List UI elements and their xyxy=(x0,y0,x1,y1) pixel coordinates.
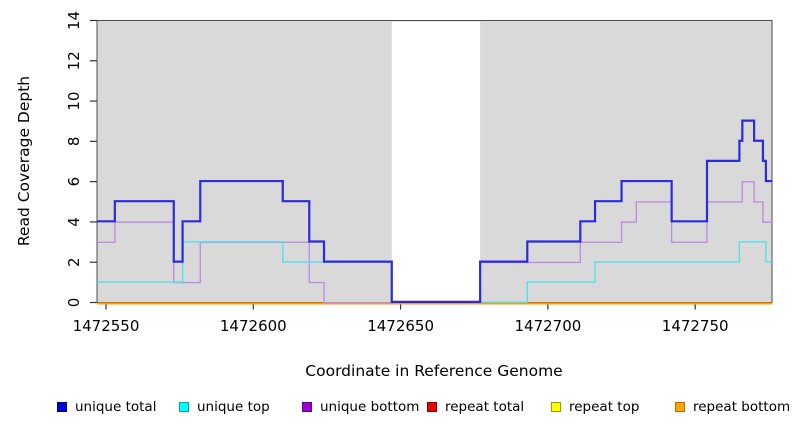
svg-text:1472700: 1472700 xyxy=(514,317,581,335)
legend-item-repeat-bottom: repeat bottom xyxy=(675,399,790,415)
legend-label: repeat total xyxy=(445,399,525,415)
svg-text:14: 14 xyxy=(65,11,83,30)
svg-text:1472750: 1472750 xyxy=(662,317,729,335)
unique-bottom-swatch-icon xyxy=(302,402,312,412)
svg-text:8: 8 xyxy=(65,137,83,147)
svg-text:1472550: 1472550 xyxy=(73,317,140,335)
legend-label: unique total xyxy=(75,399,157,415)
legend-label: unique top xyxy=(197,399,270,415)
svg-text:0: 0 xyxy=(65,298,83,308)
svg-text:1472600: 1472600 xyxy=(220,317,287,335)
legend-item-unique-top: unique top xyxy=(179,399,270,415)
legend-item-unique-bottom: unique bottom xyxy=(302,399,419,415)
y-axis-title: Read Coverage Depth xyxy=(15,76,33,246)
unique-total-swatch-icon xyxy=(57,402,67,412)
legend-label: unique bottom xyxy=(320,399,420,415)
svg-text:10: 10 xyxy=(65,92,83,111)
legend-item-unique-total: unique total xyxy=(57,399,156,415)
svg-text:6: 6 xyxy=(65,177,83,187)
svg-text:2: 2 xyxy=(65,257,83,267)
legend-item-repeat-top: repeat top xyxy=(551,399,639,415)
unique-top-swatch-icon xyxy=(179,402,189,412)
svg-text:1472650: 1472650 xyxy=(367,317,434,335)
repeat-top-swatch-icon xyxy=(551,402,561,412)
repeat-total-swatch-icon xyxy=(427,402,437,412)
x-axis-title: Coordinate in Reference Genome xyxy=(305,362,562,380)
legend-item-repeat-total: repeat total xyxy=(427,399,524,415)
legend-label: repeat top xyxy=(569,399,640,415)
svg-text:4: 4 xyxy=(65,217,83,227)
legend-label: repeat bottom xyxy=(693,399,791,415)
repeat-bottom-swatch-icon xyxy=(675,402,685,412)
svg-text:12: 12 xyxy=(65,51,83,70)
